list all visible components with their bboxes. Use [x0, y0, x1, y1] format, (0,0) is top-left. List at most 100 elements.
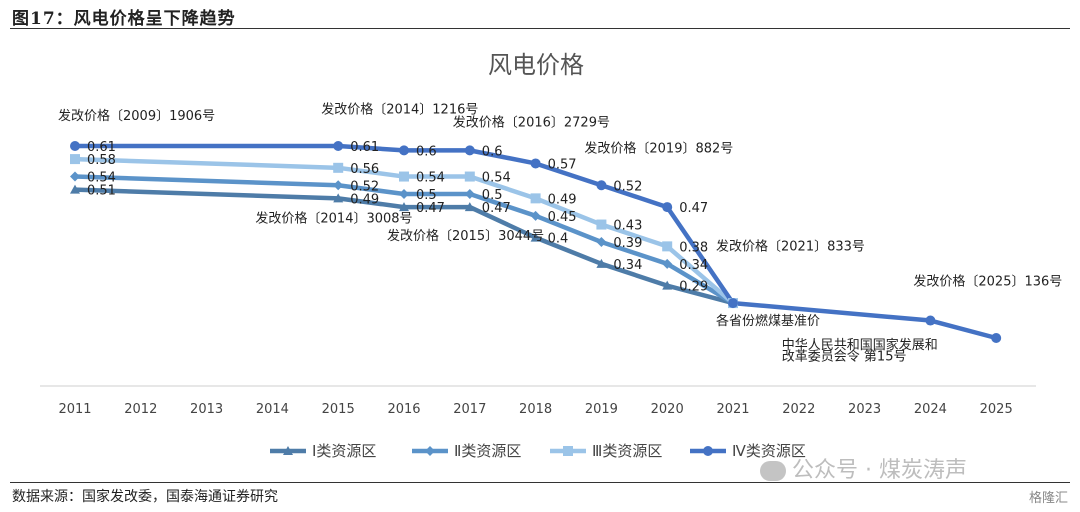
policy-annotation: 发改价格〔2016〕2729号 [453, 114, 610, 130]
watermark-text: 公众号 · 煤炭涛声 [792, 458, 967, 483]
series-1-point [464, 202, 475, 212]
policy-annotation: 中华人民共和国国家发展和 [782, 337, 938, 353]
data-label: 0.5 [416, 188, 437, 203]
series-4-point [70, 141, 80, 151]
legend-marker-4 [703, 446, 713, 456]
data-label: 0.34 [679, 258, 708, 273]
policy-annotation: 发改价格〔2015〕3044号 [387, 228, 544, 244]
watermark: 公众号 · 煤炭涛声 [760, 452, 967, 484]
x-tick-label: 2023 [848, 402, 881, 417]
series-2-point [662, 258, 673, 269]
x-tick-label: 2019 [585, 402, 618, 417]
data-label: 0.56 [350, 162, 379, 177]
data-label: 0.52 [613, 179, 642, 194]
series-1-point [399, 202, 409, 212]
data-label: 0.54 [482, 171, 511, 186]
source-note: 数据来源：国家发改委，国泰海通证券研究 [12, 489, 278, 505]
series-1-point [333, 193, 344, 203]
data-label: 0.43 [613, 219, 642, 234]
x-tick-label: 2011 [58, 402, 91, 417]
x-tick-label: 2018 [519, 402, 552, 417]
data-label: 0.5 [482, 188, 503, 203]
series-4-point [925, 315, 936, 326]
data-label: 0.58 [87, 153, 116, 168]
series-line-3 [74, 156, 735, 305]
series-line-1 [74, 187, 734, 306]
legend-marker-3 [563, 446, 573, 456]
x-tick-label: 2020 [651, 402, 684, 417]
policy-annotation: 发改价格〔2009〕1906号 [58, 108, 215, 124]
data-label: 0.61 [350, 140, 379, 155]
data-label: 0.29 [679, 280, 708, 295]
series-2-point [333, 180, 344, 191]
series-4-point [530, 158, 541, 169]
policy-annotation: 改革委员会令 第15号 [782, 350, 907, 365]
wechat-icon [760, 461, 786, 481]
data-label: 0.54 [416, 171, 445, 186]
policy-annotation: 发改价格〔2014〕3008号 [255, 210, 412, 226]
bottom-rule [10, 482, 1070, 483]
series-2-point [464, 189, 475, 199]
policy-annotation: 发改价格〔2021〕833号 [716, 239, 865, 255]
data-label: 0.45 [548, 210, 577, 225]
data-label: 0.47 [416, 201, 445, 216]
series-2-point [530, 210, 541, 221]
data-label: 0.47 [679, 201, 708, 216]
series-4-point [728, 298, 738, 309]
data-label: 0.6 [416, 144, 437, 159]
brand-logo: 格隆汇 [1028, 491, 1068, 506]
chart-title: 风电价格 [488, 51, 584, 79]
data-label: 0.61 [87, 140, 116, 155]
series-3-point [530, 193, 541, 204]
series-2-point [399, 189, 409, 199]
x-tick-label: 2021 [716, 402, 749, 417]
top-rule [10, 28, 1070, 29]
series-3-point [399, 171, 409, 182]
data-label: 0.6 [482, 144, 503, 159]
data-label: 0.4 [548, 232, 569, 247]
policy-annotation: 发改价格〔2014〕1216号 [321, 101, 478, 117]
series-1-point [530, 232, 541, 242]
series-4-point [464, 145, 475, 156]
series-3-point [464, 171, 475, 182]
series-line-2 [74, 174, 735, 306]
series-4-point [991, 333, 1002, 343]
x-tick-label: 2016 [387, 402, 420, 417]
legend-label-1: Ⅰ类资源区 [312, 442, 376, 460]
x-tick-label: 2012 [124, 402, 157, 417]
series-4-point [662, 202, 673, 213]
series-3-point [333, 162, 344, 173]
series-line-4 [75, 143, 997, 341]
data-label: 0.49 [350, 192, 379, 207]
legend-marker-1 [283, 446, 293, 455]
x-tick-label: 2024 [914, 402, 947, 417]
data-label: 0.52 [350, 179, 379, 194]
policy-annotation: 各省份燃煤基准价 [716, 313, 820, 329]
data-label: 0.47 [482, 201, 511, 216]
data-label: 0.51 [87, 184, 116, 199]
data-label: 0.34 [613, 258, 642, 273]
x-tick-label: 2014 [256, 402, 289, 417]
data-label: 0.57 [548, 157, 577, 172]
x-tick-label: 2022 [782, 402, 815, 417]
series-3-point [70, 154, 80, 165]
data-label: 0.39 [613, 236, 642, 251]
series-3-point [662, 241, 673, 252]
legend-label-4: Ⅳ类资源区 [732, 442, 806, 460]
series-4-point [596, 180, 607, 191]
series-2-point [70, 171, 80, 182]
data-label: 0.38 [679, 240, 708, 255]
series-4-point [399, 145, 409, 156]
series-1-point [70, 184, 80, 194]
policy-annotation: 发改价格〔2019〕882号 [584, 141, 733, 157]
data-label: 0.54 [87, 171, 116, 186]
figure-title: 图17：风电价格呈下降趋势 [12, 9, 236, 29]
series-1-point [662, 280, 673, 290]
series-4-point [333, 141, 344, 151]
series-2-point [596, 237, 607, 247]
legend-marker-2 [425, 446, 435, 456]
x-tick-label: 2013 [190, 402, 223, 417]
policy-annotation: 发改价格〔2025〕136号 [913, 274, 1062, 290]
x-tick-label: 2015 [322, 402, 355, 417]
